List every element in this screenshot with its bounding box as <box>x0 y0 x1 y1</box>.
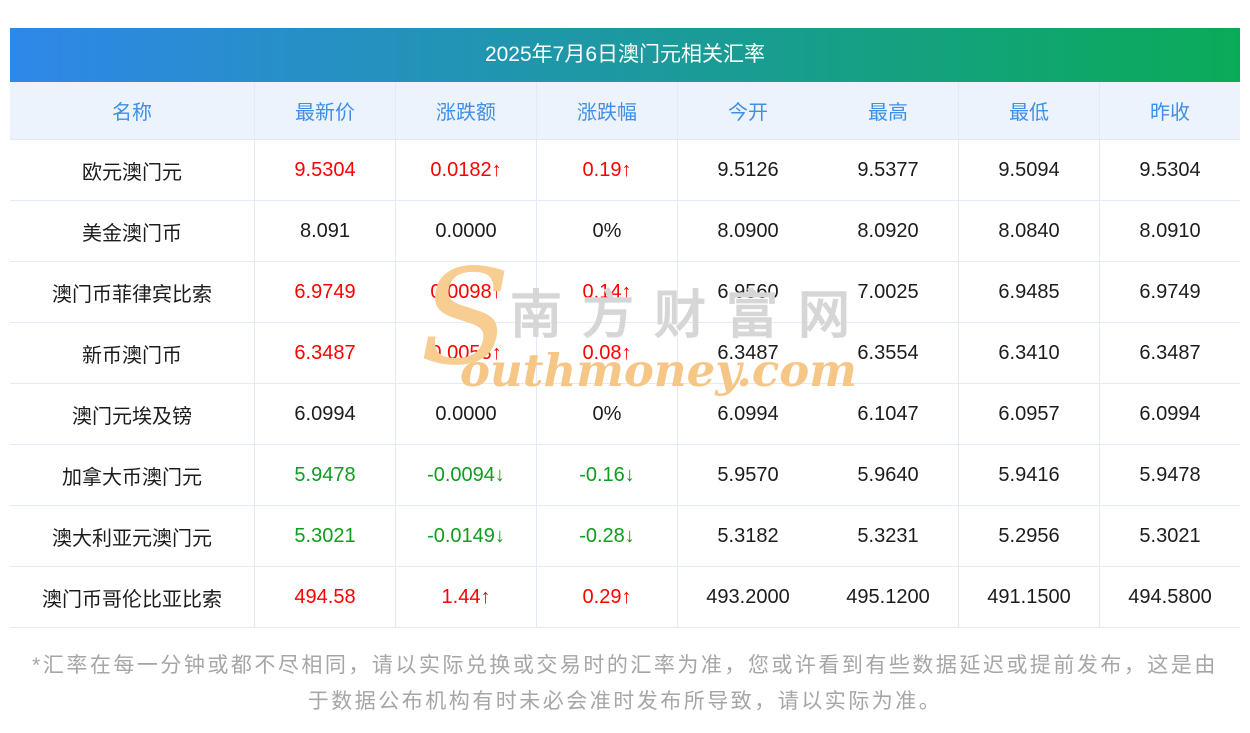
high-price: 6.1047 <box>818 384 959 444</box>
currency-pair-name: 加拿大币澳门元 <box>10 445 255 505</box>
prev-close-price: 6.9749 <box>1139 280 1201 303</box>
page-title: 2025年7月6日澳门元相关汇率 <box>10 28 1240 82</box>
change-amount: 0.0182↑ <box>396 140 537 200</box>
change-percent: 0.19↑ <box>537 140 678 200</box>
open-price: 493.2000 <box>706 585 790 608</box>
column-header-low: 最低 <box>959 82 1100 139</box>
open-price: 6.9560 <box>717 280 779 303</box>
change-percent: 0% <box>537 384 678 444</box>
table-row: 加拿大币澳门元 5.9478 -0.0094↓ -0.16↓ 5.9570 5.… <box>10 445 1240 506</box>
latest-price: 8.091 <box>255 201 396 261</box>
change-amount: 0.0000 <box>396 384 537 444</box>
latest-price: 6.0994 <box>255 384 396 444</box>
latest-price: 6.9749 <box>255 262 396 322</box>
column-header-change-pct: 涨跌幅 <box>537 82 678 139</box>
low-price: 491.1500 <box>959 567 1100 627</box>
column-header-latest: 最新价 <box>255 82 396 139</box>
column-header-change: 涨跌额 <box>396 82 537 139</box>
change-amount: 0.0000 <box>396 201 537 261</box>
change-percent: 0% <box>537 201 678 261</box>
high-price: 6.3554 <box>818 323 959 383</box>
column-header-high: 最高 <box>818 82 959 139</box>
prev-close-price: 5.3021 <box>1139 524 1201 547</box>
change-amount: -0.0094↓ <box>396 445 537 505</box>
low-price: 9.5094 <box>959 140 1100 200</box>
low-price: 6.3410 <box>959 323 1100 383</box>
open-price: 8.0900 <box>717 219 779 242</box>
open-price: 5.9570 <box>717 463 779 486</box>
disclaimer-note: *汇率在每一分钟或都不尽相同，请以实际兑换或交易时的汇率为准，您或许看到有些数据… <box>32 654 1218 713</box>
header-row: 名称 最新价 涨跌额 涨跌幅 今开 最高 最低 昨收 <box>10 82 1240 140</box>
table-row: 澳门元埃及镑 6.0994 0.0000 0% 6.0994 6.1047 6.… <box>10 384 1240 445</box>
prev-close-price: 6.3487 <box>1139 341 1201 364</box>
high-price: 7.0025 <box>818 262 959 322</box>
latest-price: 5.3021 <box>255 506 396 566</box>
prev-close-price: 9.5304 <box>1139 158 1201 181</box>
column-header-prev-close: 昨收 <box>1150 102 1190 124</box>
low-price: 5.9416 <box>959 445 1100 505</box>
table-row: 澳门币哥伦比亚比索 494.58 1.44↑ 0.29↑ 493.2000 49… <box>10 567 1240 628</box>
prev-close-price: 6.0994 <box>1139 402 1201 425</box>
currency-pair-name: 欧元澳门元 <box>10 140 255 200</box>
currency-pair-name: 美金澳门币 <box>10 201 255 261</box>
high-price: 8.0920 <box>818 201 959 261</box>
rates-table: 名称 最新价 涨跌额 涨跌幅 今开 最高 最低 昨收 欧元澳门元 9.5304 … <box>10 82 1240 628</box>
low-price: 5.2956 <box>959 506 1100 566</box>
open-price: 5.3182 <box>717 524 779 547</box>
low-price: 6.9485 <box>959 262 1100 322</box>
column-header-open: 今开 <box>728 102 768 124</box>
latest-price: 6.3487 <box>255 323 396 383</box>
low-price: 8.0840 <box>959 201 1100 261</box>
column-header-name: 名称 <box>10 82 255 139</box>
change-amount: 0.0053↑ <box>396 323 537 383</box>
table-row: 美金澳门币 8.091 0.0000 0% 8.0900 8.0920 8.08… <box>10 201 1240 262</box>
prev-close-price: 494.5800 <box>1128 585 1212 608</box>
open-price: 9.5126 <box>717 158 779 181</box>
currency-pair-name: 澳大利亚元澳门元 <box>10 506 255 566</box>
open-price: 6.0994 <box>717 402 779 425</box>
change-amount: 0.0098↑ <box>396 262 537 322</box>
change-amount: -0.0149↓ <box>396 506 537 566</box>
change-amount: 1.44↑ <box>396 567 537 627</box>
table-row: 澳大利亚元澳门元 5.3021 -0.0149↓ -0.28↓ 5.3182 5… <box>10 506 1240 567</box>
prev-close-price: 5.9478 <box>1139 463 1201 486</box>
table-row: 澳门币菲律宾比索 6.9749 0.0098↑ 0.14↑ 6.9560 7.0… <box>10 262 1240 323</box>
latest-price: 9.5304 <box>255 140 396 200</box>
high-price: 5.9640 <box>818 445 959 505</box>
open-price: 6.3487 <box>717 341 779 364</box>
change-percent: 0.29↑ <box>537 567 678 627</box>
low-price: 6.0957 <box>959 384 1100 444</box>
rates-panel: 2025年7月6日澳门元相关汇率 名称 最新价 涨跌额 涨跌幅 今开 最高 最低… <box>10 28 1240 720</box>
high-price: 495.1200 <box>818 567 959 627</box>
change-percent: -0.16↓ <box>537 445 678 505</box>
table-row: 新币澳门币 6.3487 0.0053↑ 0.08↑ 6.3487 6.3554… <box>10 323 1240 384</box>
high-price: 9.5377 <box>818 140 959 200</box>
change-percent: -0.28↓ <box>537 506 678 566</box>
high-price: 5.3231 <box>818 506 959 566</box>
latest-price: 5.9478 <box>255 445 396 505</box>
change-percent: 0.08↑ <box>537 323 678 383</box>
latest-price: 494.58 <box>255 567 396 627</box>
currency-pair-name: 澳门币哥伦比亚比索 <box>10 567 255 627</box>
currency-pair-name: 澳门元埃及镑 <box>10 384 255 444</box>
table-row: 欧元澳门元 9.5304 0.0182↑ 0.19↑ 9.5126 9.5377… <box>10 140 1240 201</box>
currency-pair-name: 澳门币菲律宾比索 <box>10 262 255 322</box>
currency-pair-name: 新币澳门币 <box>10 323 255 383</box>
prev-close-price: 8.0910 <box>1139 219 1201 242</box>
change-percent: 0.14↑ <box>537 262 678 322</box>
